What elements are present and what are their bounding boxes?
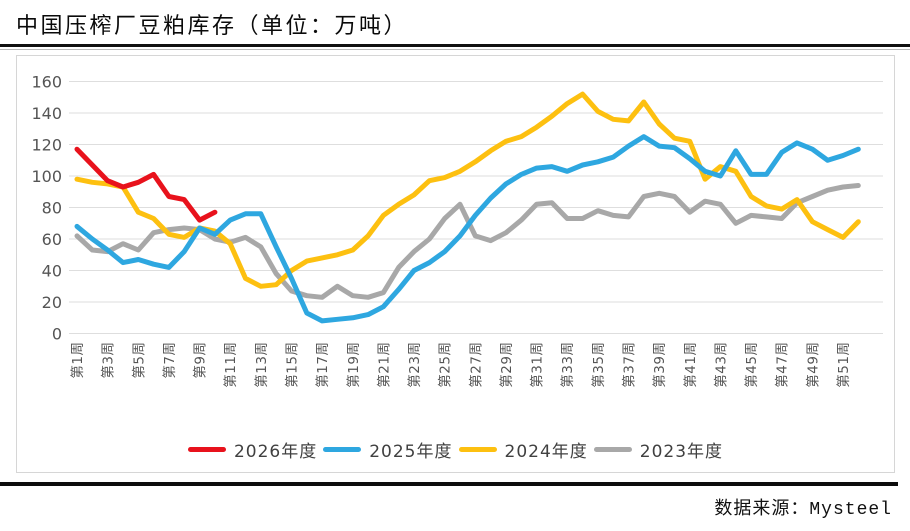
x-tick-label: 第3周 — [100, 342, 117, 379]
legend-swatch-icon — [187, 446, 226, 452]
legend-item-2024年度: 2024年度 — [458, 437, 588, 462]
x-tick-label: 第5周 — [130, 342, 147, 379]
legend-label: 2023年度 — [639, 441, 724, 462]
legend-item-2023年度: 2023年度 — [593, 437, 724, 462]
chart-container: 0 20 40 60 80 100 120 140 160 第1周 第3周 第5周 第7周 第9周 第11周… — [16, 55, 895, 473]
x-tick-label: 第35周 — [590, 342, 607, 388]
x-tick-label: 第11周 — [222, 342, 239, 388]
series-line-2025年度 — [74, 134, 861, 324]
line-chart-plot: 0 20 40 60 80 100 120 140 160 第1周 第3周 第5周 第7周 第9周 第11周… — [31, 73, 883, 388]
x-tick-label: 第23周 — [406, 342, 423, 388]
x-tick-label: 第33周 — [559, 342, 576, 388]
y-tick-label: 80 — [42, 199, 62, 218]
x-tick-label: 第17周 — [314, 342, 331, 388]
y-tick-label: 40 — [42, 262, 62, 281]
legend-item-2026年度: 2026年度 — [187, 437, 318, 462]
legend-swatch-icon — [458, 446, 497, 452]
legend-label: 2025年度 — [369, 441, 453, 462]
chart-legend: 2026年度 2025年度 2024年度 2023年度 — [17, 434, 894, 464]
series-line-2024年度 — [74, 91, 861, 289]
x-tick-label: 第37周 — [621, 342, 638, 388]
x-tick-label: 第19周 — [345, 342, 362, 388]
title-underline-rule — [0, 44, 910, 47]
series-line-2023年度 — [74, 183, 861, 300]
x-tick-label: 第47周 — [774, 342, 791, 388]
x-tick-label: 第29周 — [498, 342, 515, 388]
y-tick-label: 60 — [42, 230, 62, 249]
x-tick-label: 第45周 — [743, 342, 760, 388]
x-tick-label: 第49周 — [804, 342, 821, 388]
footer-rule — [0, 482, 898, 486]
x-tick-label: 第43周 — [712, 342, 729, 388]
legend-item-2025年度: 2025年度 — [323, 437, 452, 462]
x-tick-label: 第21周 — [375, 342, 392, 388]
y-tick-label: 120 — [31, 136, 62, 155]
legend-label: 2024年度 — [504, 441, 588, 462]
x-tick-label: 第39周 — [651, 342, 668, 388]
y-tick-label: 0 — [52, 325, 62, 344]
x-tick-label: 第9周 — [192, 342, 209, 379]
title-underline-shadow — [0, 49, 910, 50]
legend-label: 2026年度 — [233, 441, 318, 462]
x-tick-label: 第13周 — [253, 342, 270, 388]
y-tick-label: 160 — [31, 73, 62, 92]
y-tick-label: 140 — [31, 104, 62, 123]
x-tick-label: 第7周 — [161, 342, 178, 379]
x-tick-label: 第27周 — [467, 342, 484, 388]
x-tick-label: 第15周 — [283, 342, 300, 388]
x-tick-label: 第41周 — [682, 342, 699, 388]
x-tick-label: 第25周 — [437, 342, 454, 388]
legend-swatch-icon — [593, 446, 632, 452]
x-tick-label: 第51周 — [835, 342, 852, 388]
page-title: 中国压榨厂豆粕库存（单位：万吨） — [16, 14, 409, 39]
legend-swatch-icon — [323, 446, 362, 452]
y-tick-label: 20 — [42, 293, 62, 312]
x-tick-label: 第31周 — [529, 342, 546, 388]
x-tick-label: 第1周 — [69, 342, 86, 379]
data-source-label: 数据来源：Mysteel — [714, 500, 892, 520]
series-line-2026年度 — [74, 146, 218, 223]
y-tick-label: 100 — [31, 167, 62, 186]
